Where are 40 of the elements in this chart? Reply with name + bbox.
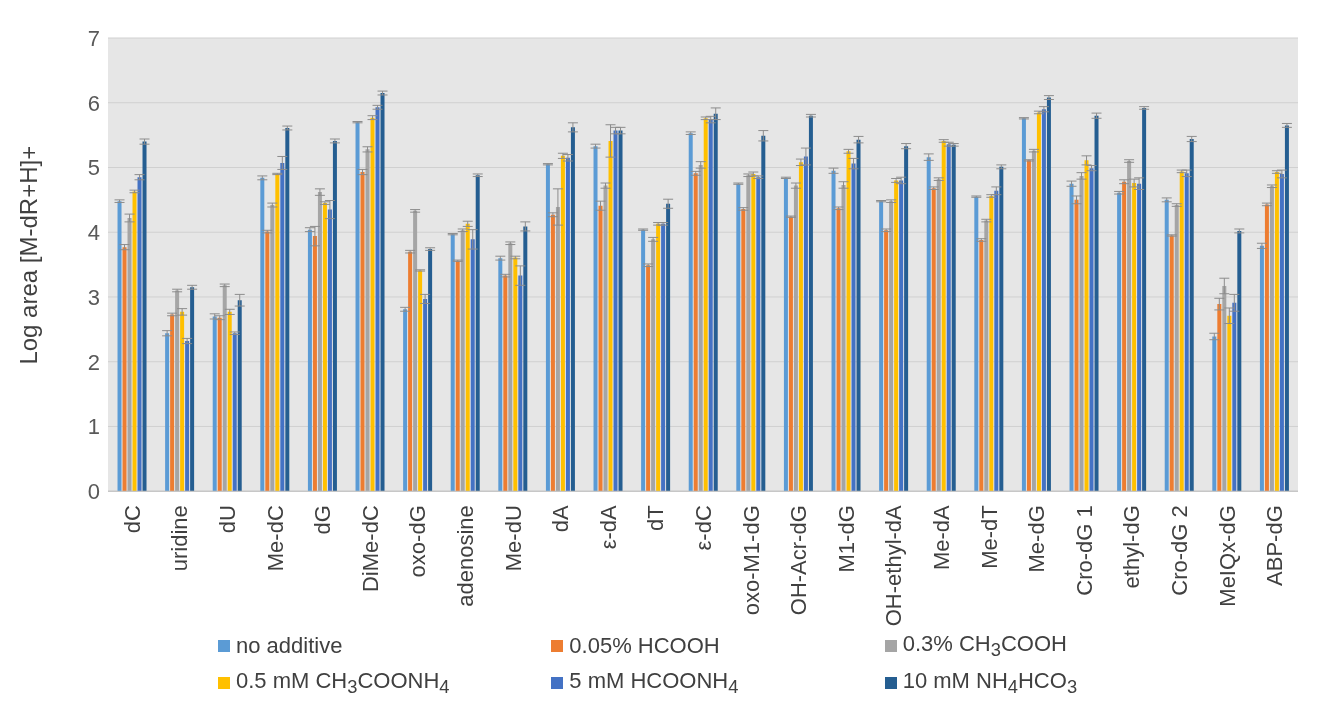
x-tick-label: Me-dA — [928, 504, 954, 571]
x-tick-label: ε-dC — [690, 505, 716, 551]
legend-label: 0.05% HCOOH — [569, 633, 720, 660]
x-tick-label: dT — [642, 505, 668, 531]
x-tick-label: OH-Acr-dG — [785, 505, 811, 616]
x-tick-label: MeIQx-dG — [1214, 505, 1240, 607]
x-tick-label: Me-dT — [976, 505, 1002, 569]
x-tick-label: dC — [119, 505, 145, 534]
legend-label: 0.3% CH$_{3}$COOH — [902, 631, 1067, 662]
y-tick-label: 7 — [87, 25, 100, 51]
y-tick-label: 5 — [87, 155, 100, 181]
y-tick-label: 4 — [87, 220, 100, 246]
y-tick-label: 6 — [87, 90, 100, 116]
legend-label: 0.5 mM CH$_{3}$COONH$_{4}$ — [236, 667, 450, 698]
x-tick-label: DiMe-dC — [357, 505, 383, 593]
x-tick-label: oxo-M1-dG — [738, 505, 764, 616]
x-tick-label: Cro-dG 1 — [1071, 505, 1097, 596]
x-tick-label: oxo-dG — [404, 505, 430, 578]
y-tick-label: 2 — [87, 349, 100, 375]
x-tick-label: adenosine — [452, 505, 478, 607]
x-tick-label: OH-ethyl-dA — [880, 504, 906, 627]
x-tick-label: ε-dA — [595, 504, 621, 550]
x-tick-label: ethyl-dG — [1118, 505, 1144, 589]
x-tick-label: uridine — [166, 505, 192, 572]
x-tick-label: dU — [214, 505, 240, 534]
y-tick-label: 1 — [87, 414, 100, 440]
x-tick-label: Me-dU — [500, 505, 526, 572]
legend-label: 5 mM HCOONH$_{4}$ — [569, 667, 739, 698]
x-tick-label: ABP-dG — [1261, 505, 1287, 586]
y-tick-label: 0 — [87, 479, 100, 505]
x-tick-label: Me-dG — [1023, 505, 1049, 573]
x-tick-label: Me-dC — [262, 505, 288, 572]
x-tick-label: Cro-dG 2 — [1166, 505, 1192, 596]
x-tick-label: dG — [309, 505, 335, 535]
y-tick-label: 3 — [87, 284, 100, 310]
x-tick-label: dA — [547, 504, 573, 533]
x-tick-label: M1-dG — [833, 505, 859, 573]
legend-label: no additive — [236, 633, 343, 660]
legend-label: 10 mM NH$_{4}$HCO$_{3}$ — [902, 667, 1078, 698]
y-axis-title: Log area [M-dR+H]+ — [14, 145, 42, 365]
